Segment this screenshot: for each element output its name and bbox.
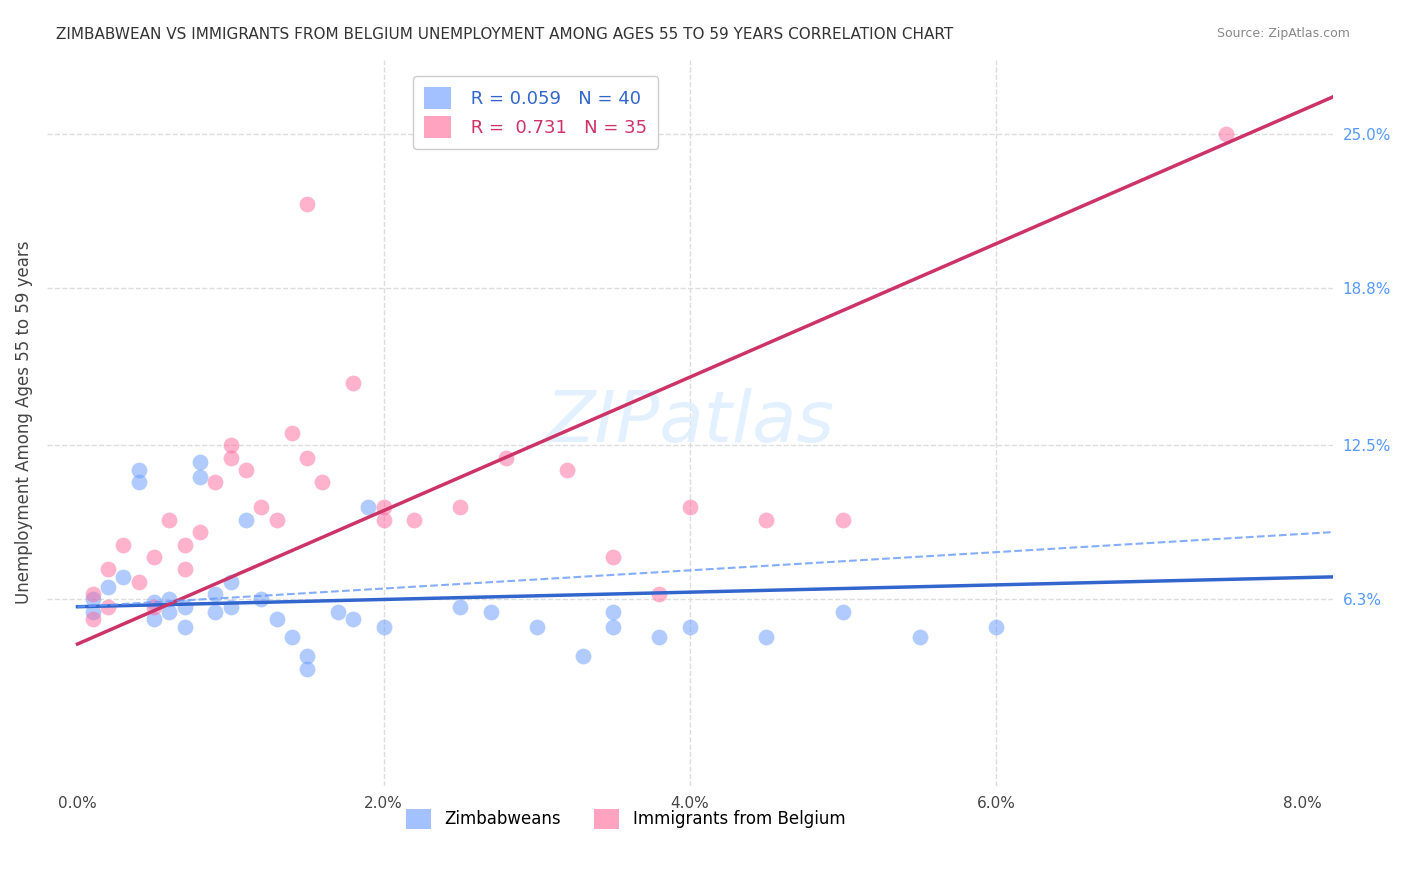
Point [204, 587, 226, 601]
Text: ZIMBABWEAN VS IMMIGRANTS FROM BELGIUM UNEMPLOYMENT AMONG AGES 55 TO 59 YEARS COR: ZIMBABWEAN VS IMMIGRANTS FROM BELGIUM UN… [56, 27, 953, 42]
Point [449, 599, 471, 614]
Point [188, 455, 211, 469]
Point [157, 605, 180, 619]
Point [295, 450, 318, 465]
Point [157, 592, 180, 607]
Point [97, 599, 120, 614]
Point [908, 630, 931, 644]
Point [204, 605, 226, 619]
Point [295, 649, 318, 664]
Point [97, 580, 120, 594]
Point [342, 376, 364, 390]
Point [143, 612, 166, 626]
Y-axis label: Unemployment Among Ages 55 to 59 years: Unemployment Among Ages 55 to 59 years [15, 241, 32, 605]
Point [342, 612, 364, 626]
Point [479, 605, 502, 619]
Point [832, 513, 855, 527]
Point [82, 587, 104, 601]
Point [755, 513, 778, 527]
Point [648, 587, 671, 601]
Point [295, 662, 318, 676]
Point [143, 595, 166, 609]
Point [557, 463, 579, 477]
Point [235, 463, 257, 477]
Point [219, 438, 242, 452]
Point [173, 562, 195, 576]
Point [250, 500, 273, 515]
Point [373, 513, 395, 527]
Point [404, 513, 426, 527]
Point [143, 549, 166, 564]
Point [295, 197, 318, 211]
Text: ZIPatlas: ZIPatlas [546, 388, 834, 458]
Point [173, 537, 195, 551]
Point [82, 612, 104, 626]
Point [143, 599, 166, 614]
Point [173, 599, 195, 614]
Text: Source: ZipAtlas.com: Source: ZipAtlas.com [1216, 27, 1350, 40]
Point [648, 630, 671, 644]
Point [173, 619, 195, 633]
Point [449, 500, 471, 515]
Point [495, 450, 517, 465]
Point [526, 619, 548, 633]
Point [357, 500, 380, 515]
Point [219, 450, 242, 465]
Point [602, 605, 624, 619]
Point [82, 605, 104, 619]
Point [281, 425, 304, 440]
Point [97, 562, 120, 576]
Point [266, 513, 288, 527]
Point [157, 513, 180, 527]
Point [832, 605, 855, 619]
Point [188, 470, 211, 484]
Point [219, 599, 242, 614]
Point [250, 592, 273, 607]
Point [281, 630, 304, 644]
Point [679, 500, 702, 515]
Point [188, 525, 211, 540]
Point [128, 463, 150, 477]
Point [266, 612, 288, 626]
Point [82, 592, 104, 607]
Point [112, 570, 135, 584]
Point [204, 475, 226, 490]
Point [571, 649, 593, 664]
Point [602, 549, 624, 564]
Point [326, 605, 349, 619]
Point [311, 475, 333, 490]
Point [373, 619, 395, 633]
Point [679, 619, 702, 633]
Legend: Zimbabweans, Immigrants from Belgium: Zimbabweans, Immigrants from Belgium [399, 802, 852, 836]
Point [219, 574, 242, 589]
Point [1215, 127, 1237, 141]
Point [755, 630, 778, 644]
Point [373, 500, 395, 515]
Point [984, 619, 1007, 633]
Point [112, 537, 135, 551]
Point [128, 475, 150, 490]
Point [235, 513, 257, 527]
Point [602, 619, 624, 633]
Point [128, 574, 150, 589]
